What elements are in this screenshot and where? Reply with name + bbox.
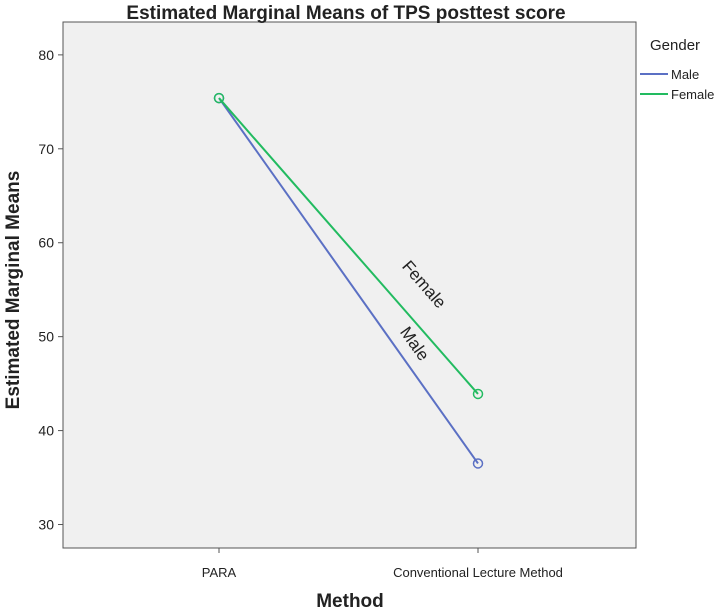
y-tick-label: 30 <box>38 517 54 533</box>
legend-label: Male <box>671 67 699 82</box>
chart-title: Estimated Marginal Means of TPS posttest… <box>126 3 565 24</box>
series-line <box>218 97 479 465</box>
x-tick-label: Conventional Lecture Method <box>393 565 563 580</box>
x-tick-label: PARA <box>202 565 237 580</box>
point <box>472 388 484 400</box>
legend-label: Female <box>671 87 714 102</box>
y-tick-label: 60 <box>38 235 54 251</box>
point <box>472 458 484 469</box>
y-axis-title: Estimated Marginal Means <box>3 171 24 410</box>
y-tick-label: 80 <box>38 47 54 63</box>
x-axis-title: Method <box>316 591 384 612</box>
legend-title: Gender <box>650 37 700 54</box>
y-tick-label: 70 <box>38 141 54 157</box>
y-tick-label: 50 <box>38 329 54 345</box>
series-line <box>218 97 479 395</box>
plot-area <box>62 21 637 549</box>
y-tick-label: 40 <box>38 423 54 439</box>
point <box>213 92 225 104</box>
